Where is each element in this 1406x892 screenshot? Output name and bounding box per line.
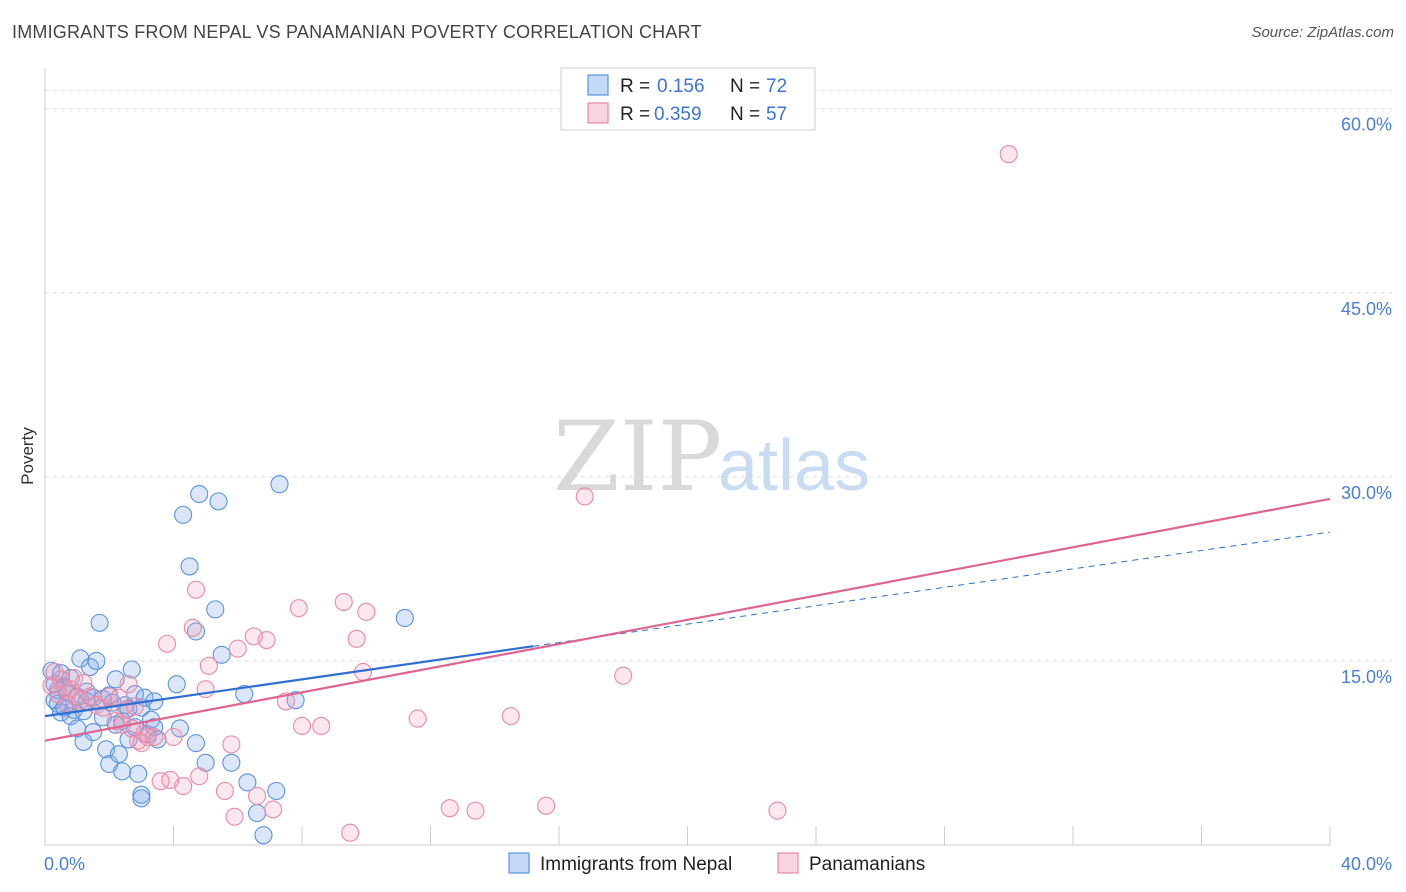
nepal-point xyxy=(109,745,128,764)
panamanians-point xyxy=(100,687,119,706)
x-tick-label-min: 0.0% xyxy=(44,854,85,874)
bottom-legend: Immigrants from Nepal Panamanians xyxy=(508,852,925,875)
legend-r-label-2: R = xyxy=(620,104,650,125)
panamanians-point xyxy=(466,801,485,820)
nepal-trendline-extension xyxy=(533,531,1331,647)
nepal-point xyxy=(267,781,286,801)
watermark-atlas: atlas xyxy=(718,426,870,506)
nepal-point xyxy=(270,475,289,494)
panamanians-point xyxy=(264,800,283,819)
bottom-legend-swatch-nepal xyxy=(508,852,530,874)
panamanians-point xyxy=(225,807,244,826)
nepal-trendline xyxy=(44,645,534,718)
x-tick-label-max: 40.0% xyxy=(1341,854,1392,874)
panamanians-point xyxy=(501,707,520,726)
y-axis-label: Poverty xyxy=(18,427,37,485)
y-tick-label-15: 15.0% xyxy=(1341,667,1392,687)
panamanians-point xyxy=(334,592,353,612)
panamanians-point xyxy=(408,709,427,728)
panamanians-point xyxy=(357,602,376,621)
nepal-point xyxy=(122,660,141,679)
nepal-point xyxy=(247,804,267,823)
y-tick-label-45: 45.0% xyxy=(1341,299,1392,319)
bottom-legend-swatch-panamanians xyxy=(777,852,799,874)
legend-r-value-2: 0.359 xyxy=(654,104,702,125)
trendlines xyxy=(44,497,1331,742)
gridlines xyxy=(45,89,1392,662)
nepal-point xyxy=(180,557,199,576)
nepal-point xyxy=(254,826,273,845)
nepal-point xyxy=(132,789,151,808)
panamanians-point xyxy=(190,767,209,786)
legend-n-value-1: 72 xyxy=(766,76,787,97)
nepal-point xyxy=(222,753,241,772)
panamanians-point xyxy=(614,666,633,685)
nepal-point xyxy=(167,675,186,694)
panamanians-point xyxy=(164,727,183,747)
panamanians-point xyxy=(312,716,331,736)
panamanians-point xyxy=(138,727,157,747)
panamanians-point xyxy=(999,145,1018,164)
nepal-point xyxy=(113,762,132,781)
nepal-point xyxy=(190,484,209,504)
legend-swatch-panamanians xyxy=(587,102,609,124)
panamanians-point xyxy=(215,781,234,801)
panamanians-point xyxy=(292,716,312,736)
panamanians-point xyxy=(183,618,202,637)
panamanians-point xyxy=(341,823,360,842)
legend-r-value-1: 0.156 xyxy=(657,76,705,97)
nepal-point xyxy=(395,608,414,628)
panamanians-point xyxy=(247,786,267,805)
panamanians-point xyxy=(537,796,556,815)
panamanians-point xyxy=(145,727,164,747)
panamanians-trendline xyxy=(44,497,1331,742)
panamanians-point xyxy=(347,629,366,648)
panamanians-point xyxy=(186,580,206,599)
watermark: ZIP atlas xyxy=(553,401,870,513)
bottom-legend-label-nepal: Immigrants from Nepal xyxy=(540,854,732,875)
nepal-point xyxy=(87,651,106,670)
panamanians-point xyxy=(158,634,177,653)
nepal-point xyxy=(286,691,305,710)
legend-r-label-1: R = xyxy=(620,76,650,97)
nepal-point xyxy=(129,764,148,783)
panamanians-point xyxy=(125,697,144,716)
bottom-legend-label-panamanians: Panamanians xyxy=(809,854,925,875)
panamanians-point xyxy=(45,662,64,682)
legend-n-label-1: N = xyxy=(730,76,760,97)
panamanians-point xyxy=(199,656,218,675)
panamanians-point xyxy=(174,777,193,796)
panamanians-point xyxy=(440,799,459,818)
nepal-point xyxy=(209,492,228,511)
legend-n-value-2: 57 xyxy=(766,104,787,125)
nepal-point xyxy=(174,505,193,524)
panamanians-point xyxy=(575,487,594,506)
series-panamanians-points xyxy=(42,145,1018,842)
panamanians-point xyxy=(228,639,247,658)
panamanians-point xyxy=(768,801,787,820)
nepal-point xyxy=(186,734,206,753)
legend-box: R = 0.156 N = 72 R = 0.359 N = 57 xyxy=(560,67,816,131)
panamanians-point xyxy=(151,772,170,791)
watermark-zip: ZIP xyxy=(553,401,722,513)
panamanians-point xyxy=(119,675,138,694)
y-tick-label-30: 30.0% xyxy=(1341,483,1392,503)
nepal-point xyxy=(238,773,257,792)
x-tick-labels: 0.0% 40.0% xyxy=(44,854,1392,874)
legend-swatch-nepal xyxy=(587,74,609,96)
legend-n-label-2: N = xyxy=(730,104,760,125)
nepal-point xyxy=(90,613,109,632)
nepal-point xyxy=(206,600,225,619)
panamanians-point xyxy=(289,599,308,618)
panamanians-point xyxy=(222,735,241,754)
panamanians-point xyxy=(64,669,83,688)
source-label: Source: ZipAtlas.com xyxy=(1251,24,1394,41)
y-tick-label-60: 60.0% xyxy=(1341,115,1392,135)
y-tick-labels: 15.0% 30.0% 45.0% 60.0% xyxy=(1341,115,1392,687)
panamanians-point xyxy=(257,631,276,650)
nepal-point xyxy=(212,645,231,664)
chart-title: IMMIGRANTS FROM NEPAL VS PANAMANIAN POVE… xyxy=(12,22,702,42)
